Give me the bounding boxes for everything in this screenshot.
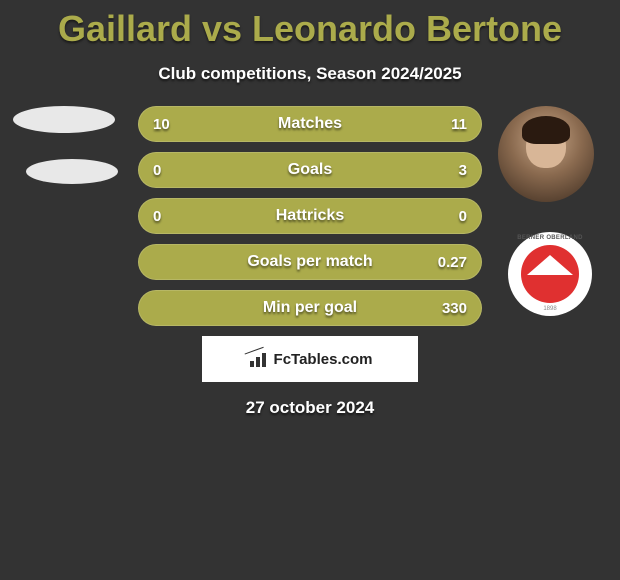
stat-label: Min per goal <box>139 299 481 317</box>
date-label: 27 october 2024 <box>0 398 620 418</box>
stat-bar: 10Matches11 <box>138 106 482 142</box>
player-photo <box>498 106 594 202</box>
stat-label: Matches <box>139 115 481 133</box>
stat-right-value: 0.27 <box>438 254 467 271</box>
stat-bar: 0Hattricks0 <box>138 198 482 234</box>
attribution-text: FcTables.com <box>274 351 373 368</box>
stat-bar: Min per goal330 <box>138 290 482 326</box>
stat-right-value: 0 <box>459 208 467 225</box>
stat-bar: 0Goals3 <box>138 152 482 188</box>
left-player-column <box>8 106 120 210</box>
stat-right-value: 3 <box>459 162 467 179</box>
content-area: BERNER OBERLAND 1898 10Matches110Goals30… <box>0 106 620 326</box>
comparison-card: Gaillard vs Leonardo Bertone Club compet… <box>0 0 620 418</box>
stat-label: Goals <box>139 161 481 179</box>
attribution-box: FcTables.com <box>202 336 418 382</box>
stat-bar: Goals per match0.27 <box>138 244 482 280</box>
club-badge: BERNER OBERLAND 1898 <box>508 232 592 316</box>
club-badge-label: BERNER OBERLAND <box>508 235 592 241</box>
placeholder-club-icon <box>26 159 118 184</box>
stat-right-value: 11 <box>451 116 467 133</box>
subtitle: Club competitions, Season 2024/2025 <box>0 64 620 84</box>
chart-icon <box>248 351 268 367</box>
right-player-column: BERNER OBERLAND 1898 <box>498 106 602 316</box>
placeholder-photo-icon <box>13 106 115 133</box>
stat-label: Goals per match <box>139 253 481 271</box>
page-title: Gaillard vs Leonardo Bertone <box>0 0 620 50</box>
stat-bars: 10Matches110Goals30Hattricks0Goals per m… <box>138 106 482 326</box>
stat-right-value: 330 <box>442 300 467 317</box>
club-badge-year: 1898 <box>508 306 592 312</box>
club-badge-shield-icon <box>521 245 579 303</box>
stat-label: Hattricks <box>139 207 481 225</box>
